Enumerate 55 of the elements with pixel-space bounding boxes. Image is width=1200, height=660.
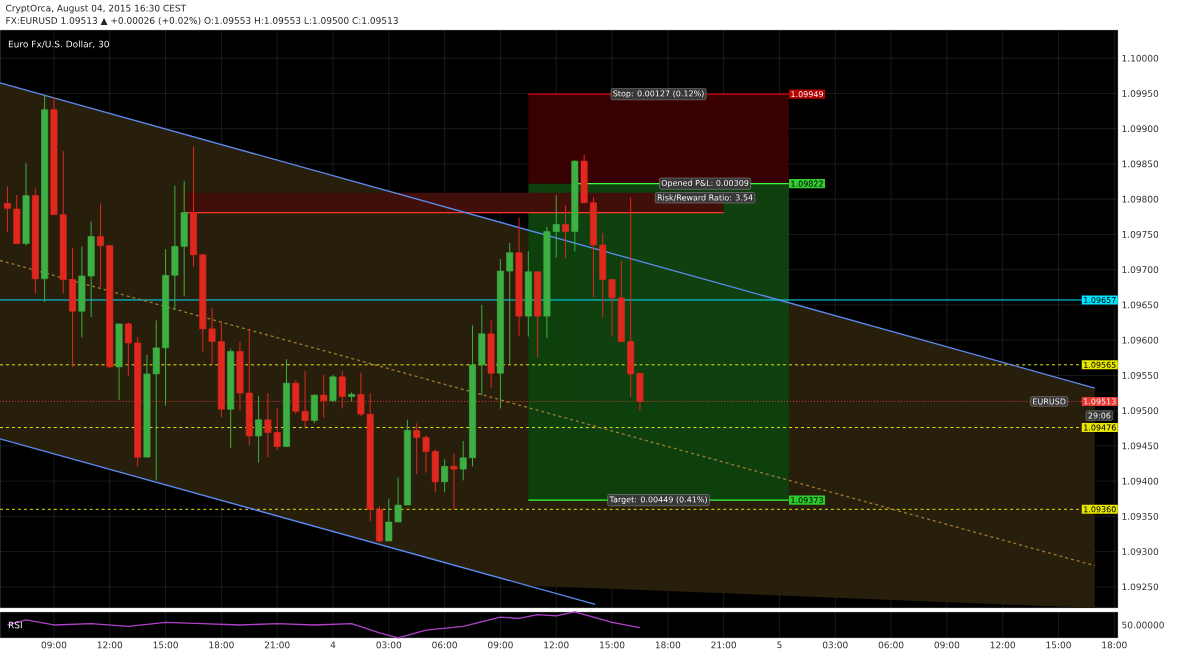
ref-line-label: 1.09565 [1084, 361, 1116, 368]
x-tick-label: 12:00 [990, 641, 1016, 649]
x-tick-label: 15:00 [1046, 641, 1071, 649]
x-tick-label: 09:00 [41, 641, 67, 649]
data-label: 1.09373 [791, 497, 823, 504]
y-tick-label: 1.09650 [1122, 301, 1159, 309]
y-tick-label: 1.09300 [1122, 548, 1159, 555]
y-tick-label: 1.09800 [1122, 195, 1159, 203]
annotation: Stop: 0.00127 (0.12%) [613, 90, 704, 98]
y-tick-label: 1.09350 [1122, 512, 1159, 520]
text: RSI [8, 621, 22, 629]
text: Euro Fx/U.S. Dollar, 30 [8, 40, 109, 49]
y-tick-label: 1.09500 [1122, 407, 1159, 415]
y-tick-label: 1.09550 [1122, 371, 1159, 379]
y-tick-label: 1.10000 [1122, 54, 1159, 62]
x-tick-label: 18:00 [1102, 641, 1127, 649]
chart-subtitle: CryptOrca, August 04, 2015 16:30 CEST [6, 4, 187, 14]
y-tick-label: 1.09400 [1122, 477, 1159, 485]
ref-line-label: 1.09360 [1084, 506, 1116, 513]
annotation: Target: 0.00449 (0.41%) [609, 496, 707, 505]
x-tick-label: 18:00 [209, 641, 234, 649]
x-tick-label: 18:00 [655, 641, 681, 649]
y-tick-label: 1.09250 [1122, 583, 1159, 591]
ref-line-label: 1.09476 [1084, 424, 1116, 431]
data-label: 1.09822 [791, 180, 823, 187]
x-tick-label: 09:00 [488, 641, 513, 649]
y-tick-label: 1.09950 [1122, 90, 1159, 97]
x-tick-label: 12:00 [97, 641, 123, 649]
x-tick-label: 06:00 [878, 641, 904, 649]
x-tick-label: 15:00 [600, 641, 625, 649]
x-tick-label: 21:00 [264, 641, 290, 649]
annotation: 29:06 [1088, 412, 1111, 419]
x-tick-label: 03:00 [822, 641, 848, 649]
y-tick-label: 1.09900 [1122, 125, 1159, 133]
y-tick-label: 1.09750 [1122, 230, 1159, 238]
ref-line-label: 1.09513 [1084, 398, 1116, 405]
ref-line-label: 1.09657 [1084, 296, 1116, 303]
y-tick-label: 1.09700 [1122, 266, 1159, 274]
annotation: EURUSD [1033, 398, 1066, 405]
y-tick-label: 1.09850 [1122, 160, 1159, 168]
x-tick-label: 5 [777, 641, 782, 649]
x-tick-label: 21:00 [711, 641, 737, 649]
x-tick-label: 12:00 [544, 641, 569, 649]
text: 50.00000 [1122, 621, 1164, 629]
annotation: Risk/Reward Ratio: 3.54 [657, 194, 753, 202]
data-label: 1.09949 [791, 91, 823, 98]
y-tick-label: 1.09450 [1122, 442, 1159, 450]
y-tick-label: 1.09600 [1122, 336, 1159, 344]
x-tick-label: 09:00 [934, 641, 960, 649]
x-tick-label: 15:00 [153, 641, 178, 649]
annotation: Opened P&L: 0.00309 [661, 179, 749, 188]
x-tick-label: 4 [330, 641, 336, 649]
text: FX:EURUSD 1.09513 ▲ +0.00026 (+0.02%) O:1.09553 H:1.09553 L:1.09500 C:1.09513 [6, 16, 398, 25]
x-tick-label: 06:00 [432, 641, 457, 649]
x-tick-label: 03:00 [376, 641, 402, 649]
